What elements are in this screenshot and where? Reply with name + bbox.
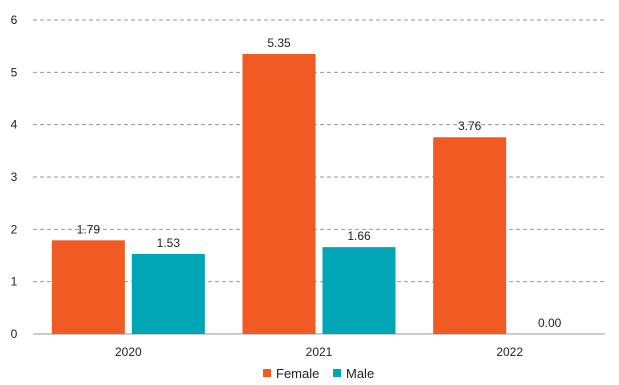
data-label-male-2021: 1.66 [347,229,371,243]
data-label-female-2020: 1.79 [77,222,101,236]
bar-male-2020 [131,253,205,334]
bar-female-2020 [51,240,125,334]
y-axis-ticks: 0 1 2 3 4 5 6 [11,13,18,341]
data-label-female-2022: 3.76 [458,119,482,133]
bar-male-2021 [322,247,396,334]
x-tick-label: 2022 [496,345,523,359]
bars [51,54,507,335]
x-axis-ticks: 2020 2021 2022 [115,345,523,359]
y-tick-label: 5 [11,65,18,79]
data-label-male-2020: 1.53 [157,236,181,250]
bar-female-2021 [242,54,316,335]
x-tick-label: 2021 [306,345,333,359]
legend-swatch-male [333,369,341,377]
x-tick-label: 2020 [115,345,142,359]
y-tick-label: 3 [11,170,18,184]
data-label-female-2021: 5.35 [267,36,291,50]
y-tick-label: 4 [11,118,18,132]
legend-label-female: Female [276,366,319,381]
gridlines [33,19,605,335]
data-labels: 1.79 1.53 5.35 1.66 3.76 0.00 [77,36,562,330]
bar-female-2022 [433,137,507,334]
y-tick-label: 0 [11,327,18,341]
legend-label-male: Male [346,366,374,381]
legend-swatch-female [263,369,271,377]
legend: Female Male [263,366,374,381]
y-tick-label: 1 [11,275,18,289]
y-tick-label: 2 [11,222,18,236]
data-label-male-2022: 0.00 [538,316,562,330]
y-tick-label: 6 [11,13,18,27]
